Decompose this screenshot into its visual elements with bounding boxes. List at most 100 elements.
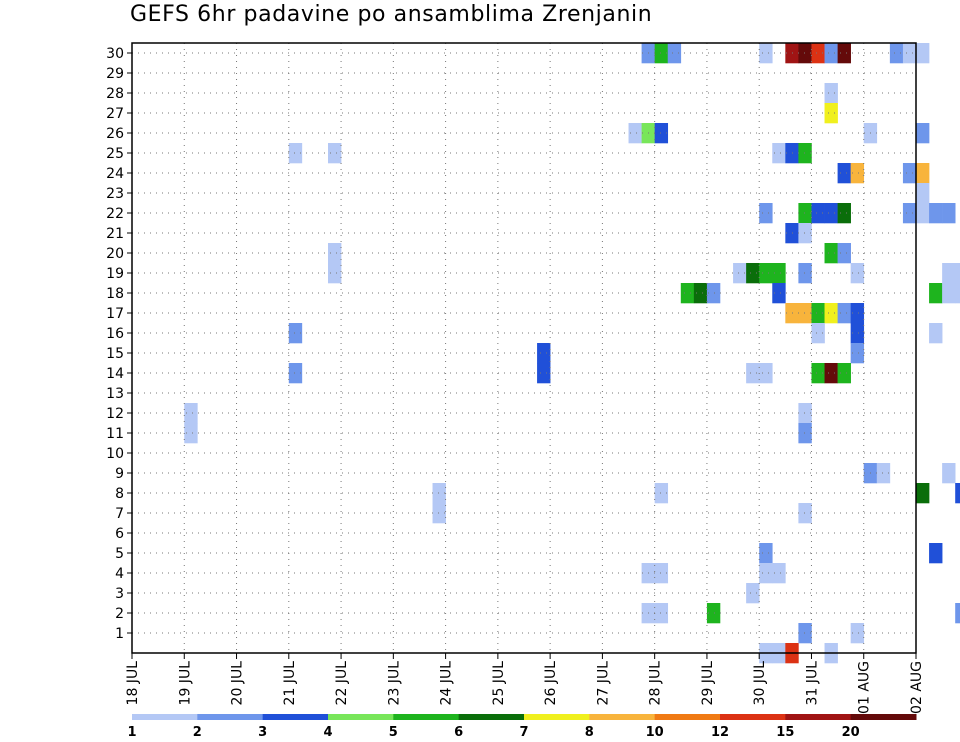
x-tick-label: 25 JUL: [491, 661, 507, 706]
heatmap-cell: [288, 143, 303, 164]
heatmap-cell: [837, 43, 851, 64]
legend-swatch: [458, 714, 525, 720]
y-tick-label: 25: [106, 146, 124, 162]
heatmap-cell: [746, 363, 760, 384]
y-tick-label: 22: [106, 206, 124, 222]
legend-swatch: [393, 714, 460, 720]
heatmap-cell: [850, 263, 865, 284]
heatmap-cell: [537, 343, 551, 364]
heatmap-cell: [837, 243, 851, 264]
heatmap-cell: [916, 43, 930, 64]
heatmap-cell: [850, 323, 865, 344]
heatmap-cell: [916, 183, 930, 204]
heatmap-cell: [824, 83, 838, 104]
heatmap-cell: [654, 603, 669, 624]
heatmap-cell: [772, 563, 786, 584]
x-tick-label: 01 AUG: [857, 661, 873, 714]
y-tick-label: 23: [106, 186, 124, 202]
y-axis-ticks: 1234567891011121314151617181920212223242…: [106, 46, 132, 642]
heatmap-cell: [850, 343, 865, 364]
heatmap-cell: [288, 363, 303, 384]
legend-label: 1: [127, 725, 136, 740]
x-tick-label: 23 JUL: [386, 661, 402, 706]
y-tick-label: 29: [106, 66, 124, 82]
heatmap-cell: [811, 43, 825, 64]
heatmap-cell: [811, 203, 825, 224]
heatmap-cell: [798, 43, 812, 64]
heatmap-cell: [328, 143, 342, 164]
x-tick-label: 31 JUL: [804, 661, 820, 706]
heatmap-cell: [942, 203, 956, 224]
color-scale-legend: 1 2 3 4 5 6 7 8 10 12 15 20: [127, 714, 917, 740]
heatmap-cell: [824, 303, 838, 324]
y-tick-label: 17: [106, 306, 124, 322]
legend-swatch: [328, 714, 394, 720]
x-tick-label: 29 JUL: [700, 661, 716, 706]
x-tick-label: 18 JUL: [125, 661, 141, 706]
heatmap-cell: [916, 203, 930, 224]
y-tick-label: 19: [106, 266, 124, 282]
precipitation-cells: [184, 43, 960, 664]
y-tick-label: 9: [115, 466, 124, 482]
heatmap-cell: [942, 463, 956, 484]
heatmap-cell: [811, 323, 825, 344]
x-tick-label: 21 JUL: [282, 661, 298, 706]
legend-label: 10: [646, 725, 664, 740]
heatmap-cell: [824, 43, 838, 64]
y-tick-label: 26: [106, 126, 124, 142]
heatmap-cell: [184, 403, 198, 424]
y-tick-label: 28: [106, 86, 124, 102]
heatmap-cell: [850, 303, 865, 324]
y-tick-label: 7: [115, 506, 124, 522]
heatmap-cell: [759, 203, 773, 224]
heatmap-cell: [772, 263, 786, 284]
heatmap-cell: [955, 483, 960, 504]
heatmap-cell: [916, 163, 930, 184]
y-tick-label: 12: [106, 406, 124, 422]
heatmap-cell: [680, 283, 695, 304]
heatmap-cell: [432, 503, 446, 524]
x-tick-label: 19 JUL: [177, 661, 193, 706]
y-tick-label: 15: [106, 346, 124, 362]
heatmap-cell: [955, 263, 960, 284]
heatmap-cell: [837, 163, 851, 184]
heatmap-cell: [824, 363, 838, 384]
y-tick-label: 18: [106, 286, 124, 302]
heatmap-cell: [798, 303, 812, 324]
legend-label: 12: [711, 725, 729, 740]
heatmap-cell: [850, 623, 865, 644]
heatmap-cell: [798, 203, 812, 224]
heatmap-cell: [889, 43, 904, 64]
y-tick-label: 10: [106, 446, 124, 462]
heatmap-cell: [759, 43, 773, 64]
y-tick-label: 6: [115, 526, 124, 542]
heatmap-cell: [667, 43, 682, 64]
heatmap-cell: [746, 583, 760, 604]
y-tick-label: 8: [115, 486, 124, 502]
grid-lines: [132, 43, 916, 653]
x-tick-label: 30 JUL: [752, 661, 768, 706]
heatmap-cell: [654, 563, 669, 584]
y-tick-label: 21: [106, 226, 124, 242]
heatmap-cell: [772, 143, 786, 164]
legend-label: 4: [323, 725, 332, 740]
heatmap-cell: [759, 563, 773, 584]
heatmap-cell: [929, 203, 943, 224]
x-tick-label: 27 JUL: [595, 661, 611, 706]
heatmap-cell: [759, 263, 773, 284]
y-tick-label: 4: [115, 566, 124, 582]
heatmap-cell: [432, 483, 446, 504]
legend-swatch: [720, 714, 786, 720]
heatmap-cell: [876, 463, 891, 484]
heatmap-cell: [916, 483, 930, 504]
y-tick-label: 2: [115, 606, 124, 622]
legend-label: 3: [258, 725, 267, 740]
heatmap-cell: [837, 203, 851, 224]
heatmap-cell: [654, 483, 669, 504]
legend-swatch: [524, 714, 590, 720]
heatmap-cell: [733, 263, 747, 284]
x-axis-ticks: 18 JUL 19 JUL 20 JUL 21 JUL 22 JUL 23 JUL 24 J…: [125, 653, 925, 714]
heatmap-cell: [654, 43, 669, 64]
legend-swatch: [197, 714, 264, 720]
legend-label: 6: [454, 725, 463, 740]
